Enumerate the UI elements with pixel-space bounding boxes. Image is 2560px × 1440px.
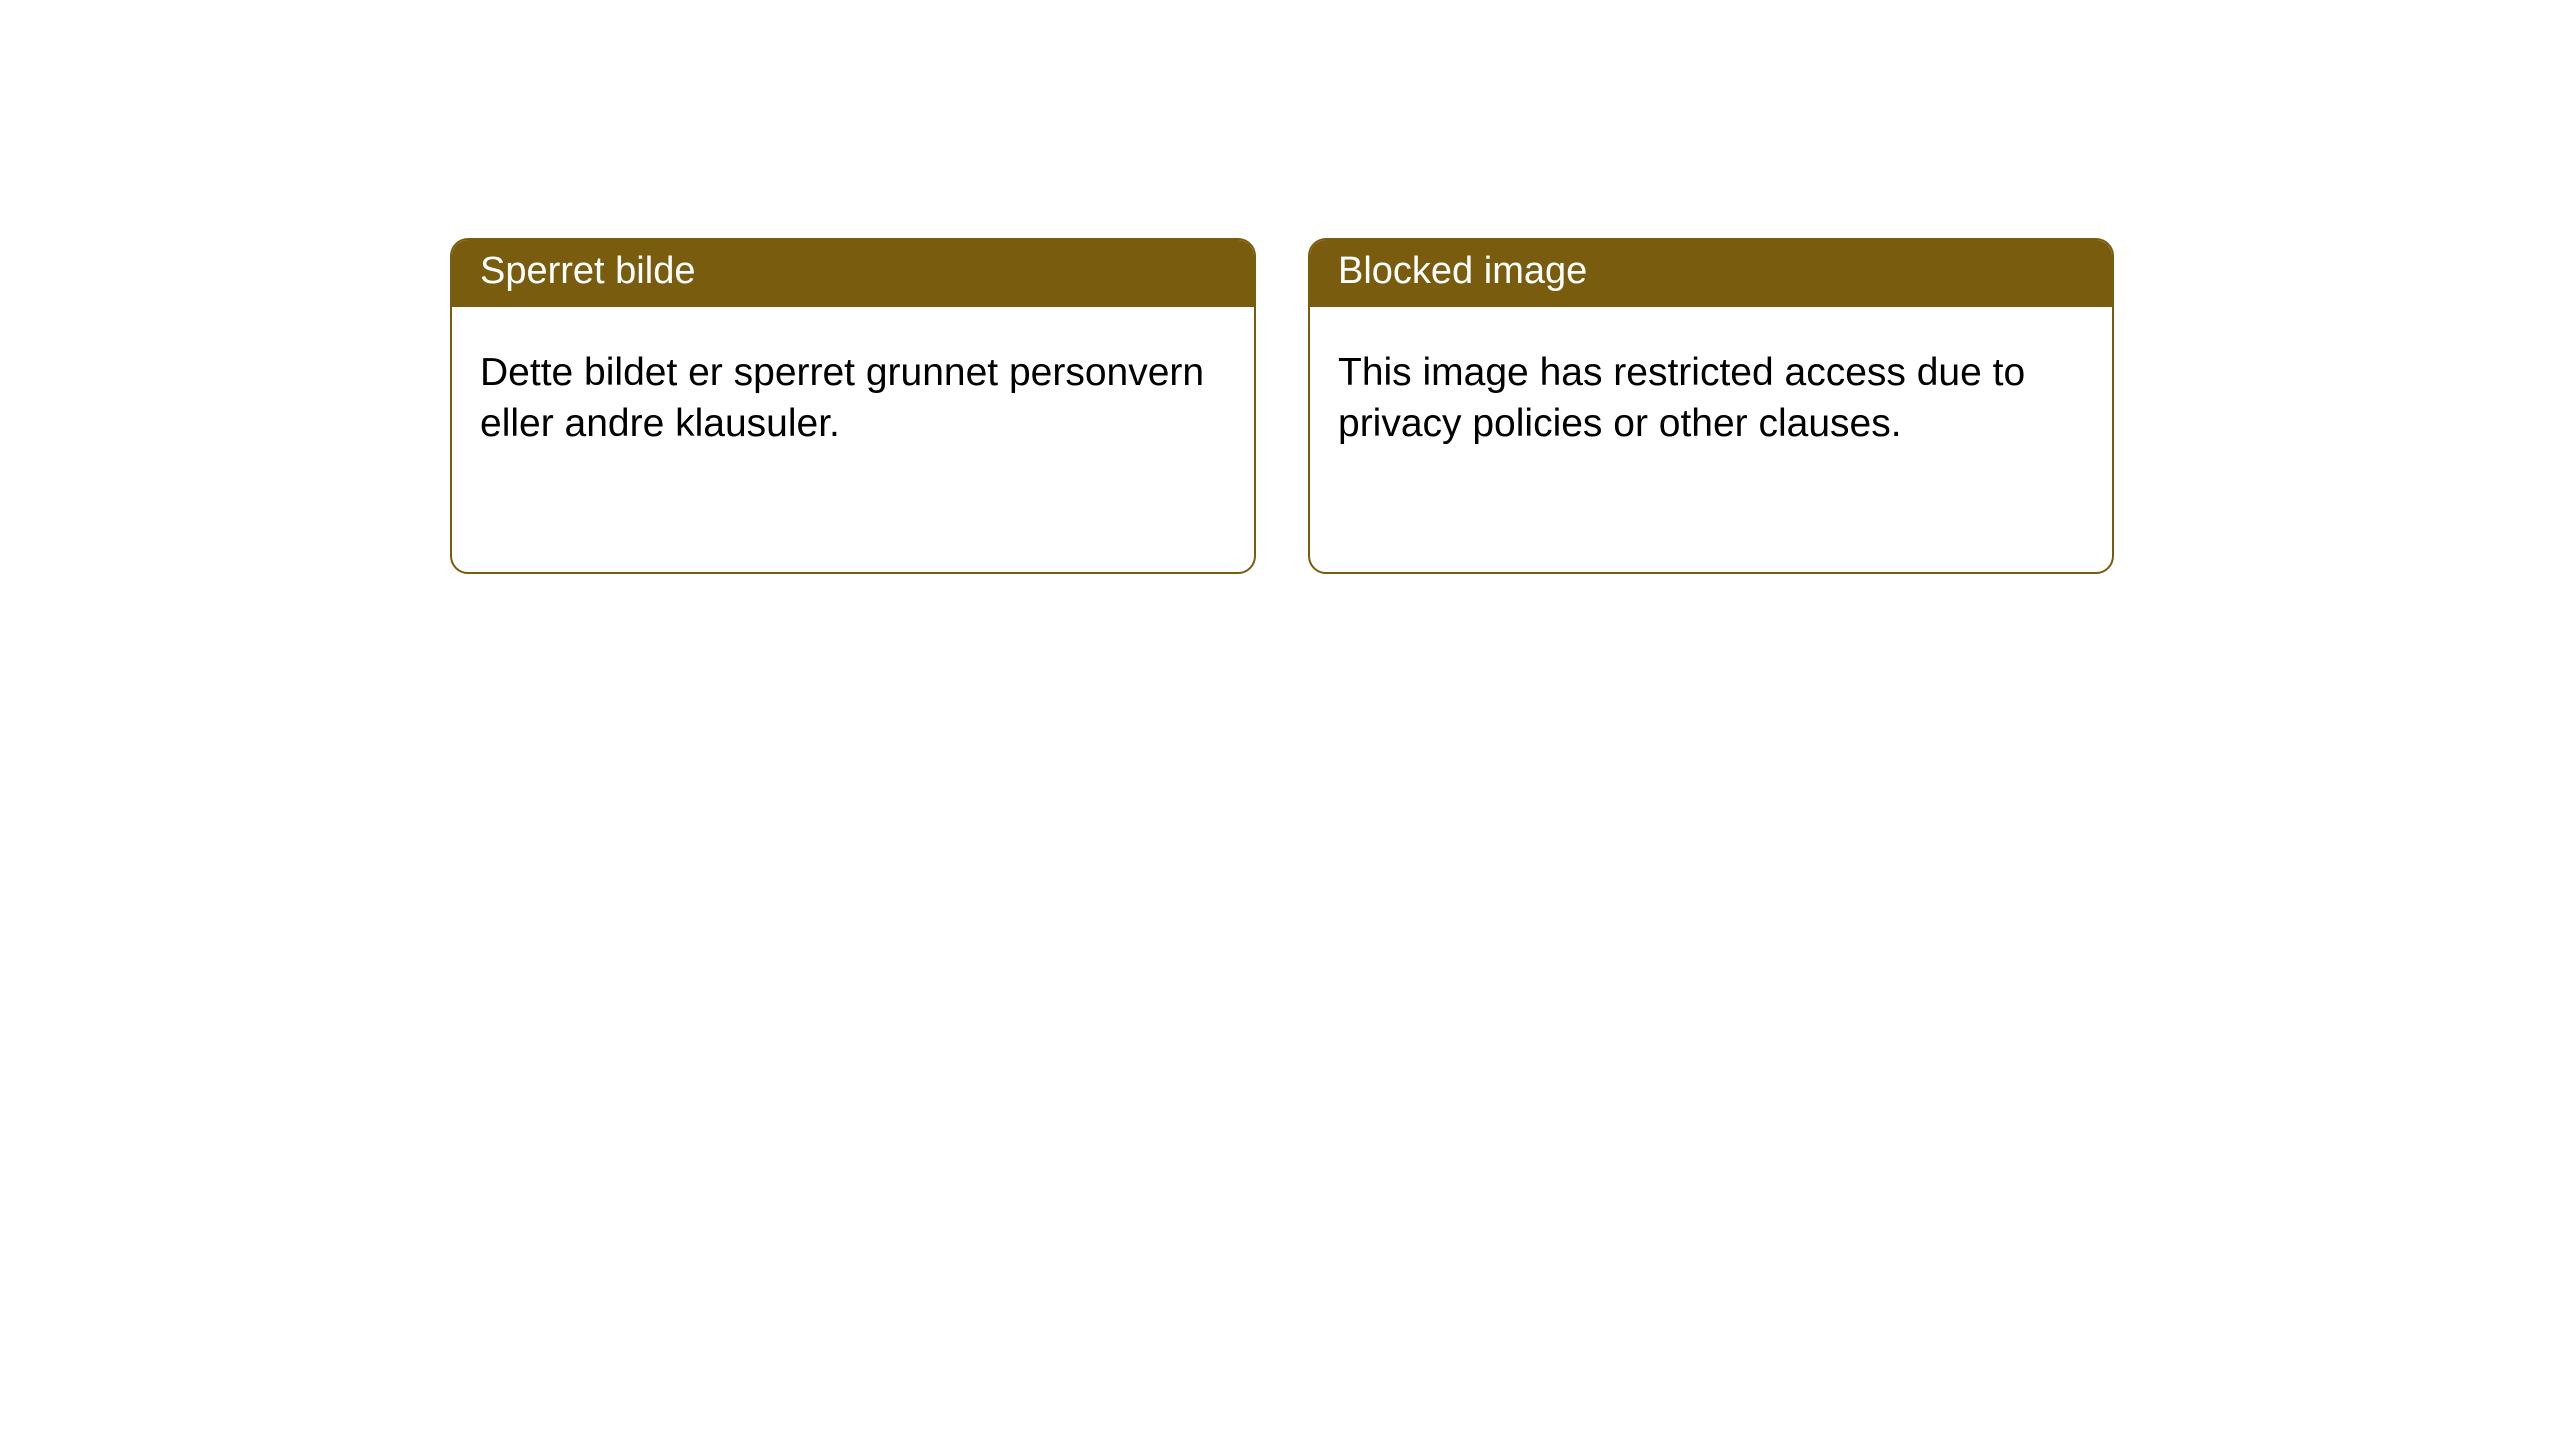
- notice-container: Sperret bilde Dette bildet er sperret gr…: [0, 0, 2560, 574]
- notice-card-norwegian: Sperret bilde Dette bildet er sperret gr…: [450, 238, 1256, 574]
- notice-title: Blocked image: [1338, 250, 1587, 292]
- notice-body-text: This image has restricted access due to …: [1338, 351, 2025, 445]
- notice-title: Sperret bilde: [480, 250, 695, 292]
- notice-header: Blocked image: [1310, 240, 2112, 307]
- notice-body: This image has restricted access due to …: [1310, 307, 2112, 478]
- notice-body: Dette bildet er sperret grunnet personve…: [452, 307, 1254, 478]
- notice-body-text: Dette bildet er sperret grunnet personve…: [480, 351, 1204, 445]
- notice-header: Sperret bilde: [452, 240, 1254, 307]
- notice-card-english: Blocked image This image has restricted …: [1308, 238, 2114, 574]
